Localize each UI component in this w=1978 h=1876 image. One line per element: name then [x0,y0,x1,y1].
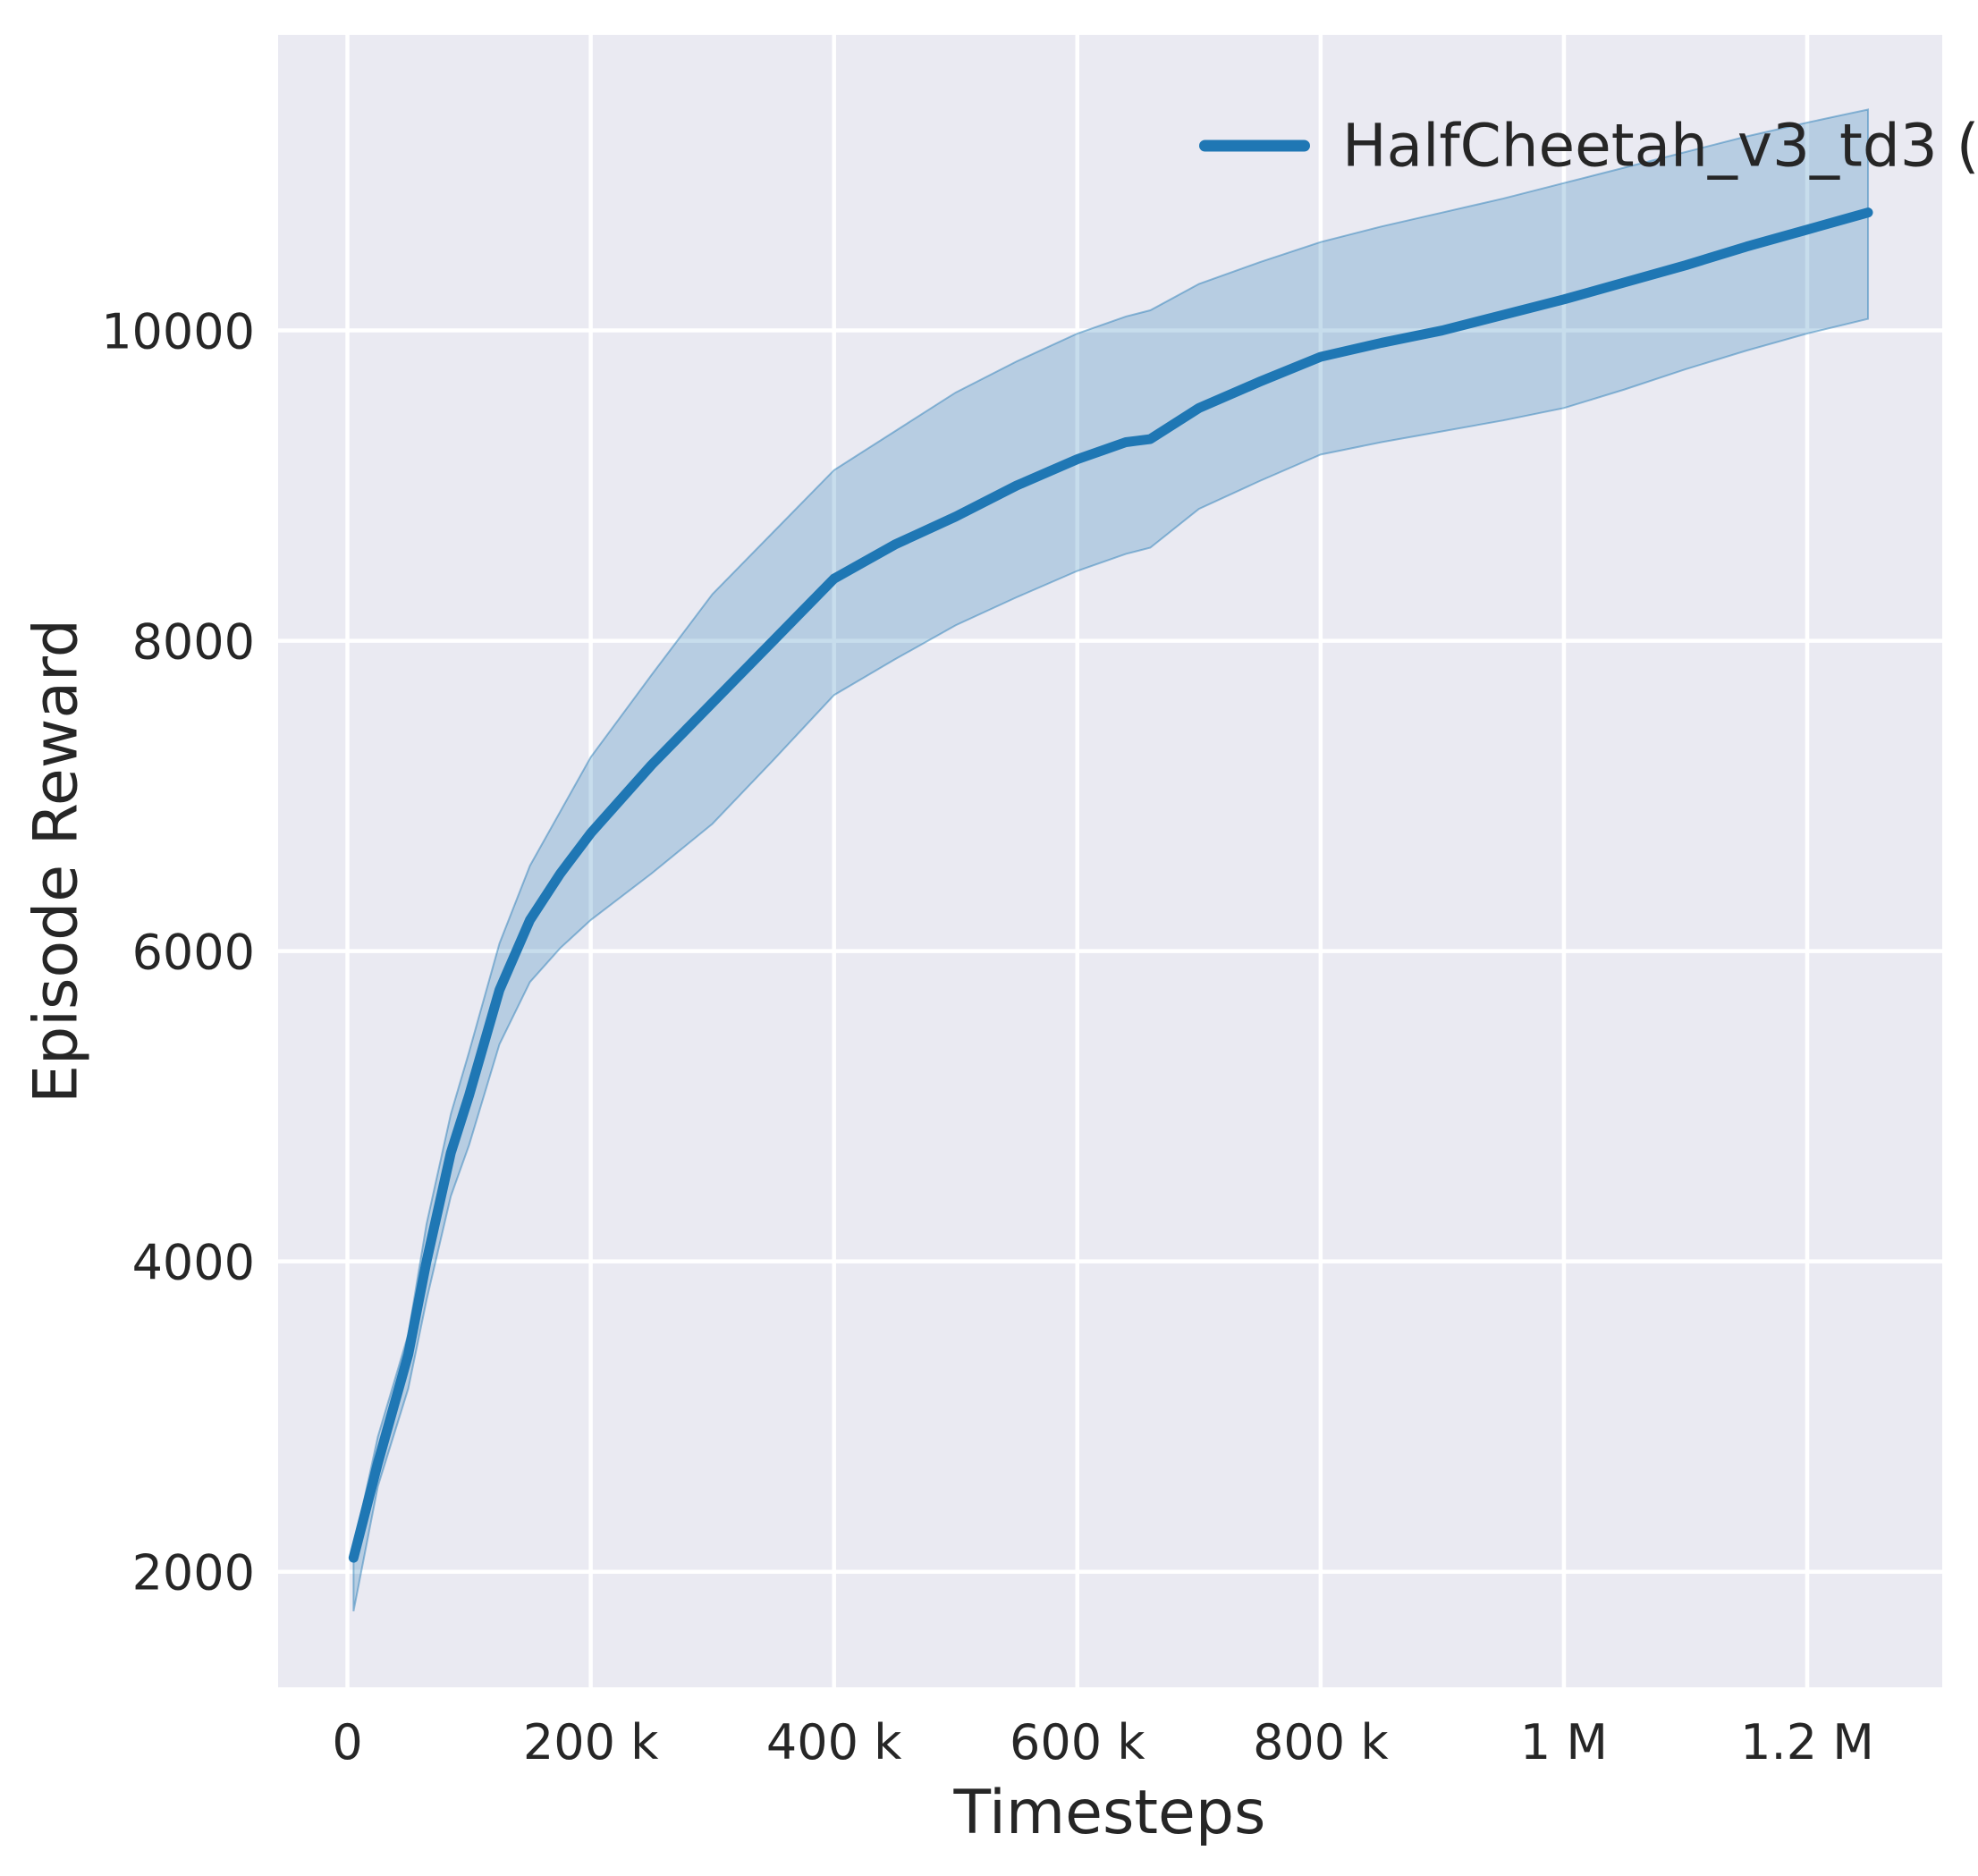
x-tick-label: 400 k [766,1714,902,1770]
y-tick-label: 8000 [132,614,255,671]
x-tick-label: 800 k [1253,1714,1389,1770]
x-tick-label: 0 [332,1714,362,1770]
x-axis-label: Timesteps [953,1778,1266,1848]
y-tick-label: 2000 [132,1545,255,1601]
legend: HalfCheetah_v3_td3 (10) [1199,112,1978,181]
x-tick-label: 1.2 M [1740,1714,1874,1770]
y-tick-label: 10000 [101,304,255,360]
x-tick-label: 200 k [523,1714,659,1770]
x-tick-label: 1 M [1520,1714,1608,1770]
plot-area [278,35,1942,1687]
y-tick-label: 6000 [132,925,255,981]
legend-label: HalfCheetah_v3_td3 (10) [1342,111,1978,181]
y-axis-label: Episode Reward [21,619,92,1103]
x-tick-label: 600 k [1010,1714,1145,1770]
legend-line-swatch [1199,139,1310,152]
mean-line [348,207,1873,1563]
y-tick-label: 4000 [132,1235,255,1291]
